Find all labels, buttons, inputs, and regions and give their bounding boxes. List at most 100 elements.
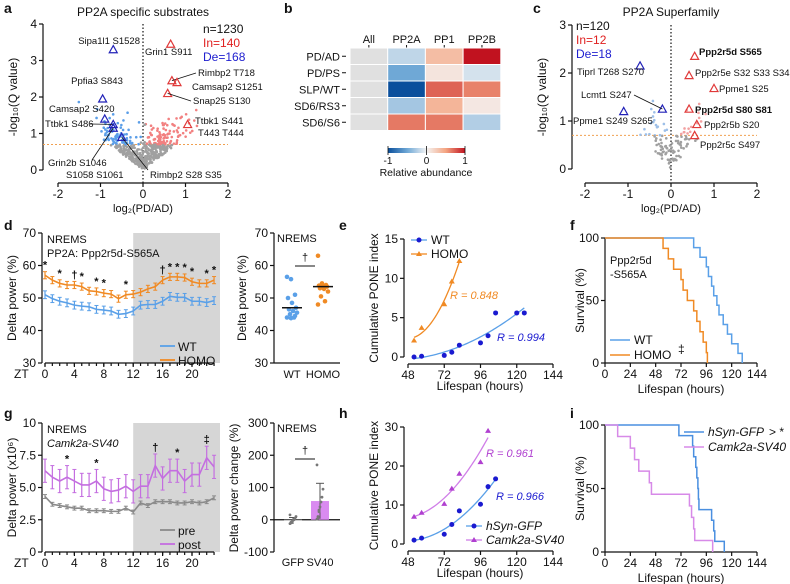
labeled-point-marker — [689, 130, 700, 140]
significance-mark: * — [80, 271, 85, 283]
data-point — [122, 144, 125, 148]
data-point — [679, 140, 683, 144]
data-point — [146, 157, 150, 160]
y-axis-label: Delta power (x10⁶) — [5, 438, 19, 538]
column-label: PP1 — [434, 34, 455, 46]
colorbar-tick-label: 1 — [462, 156, 468, 167]
heatmap-cell — [424, 64, 464, 82]
data-point — [147, 148, 151, 152]
point-label: Grin2b S1046 — [48, 158, 107, 169]
data-point — [315, 463, 319, 467]
data-point — [666, 158, 670, 161]
fit-curve-Camk2a-SV40 — [413, 437, 489, 518]
data-point — [168, 142, 172, 145]
data-point — [670, 146, 673, 149]
data-point — [669, 149, 673, 152]
data-point — [418, 324, 425, 330]
heatmap-cell — [462, 80, 502, 98]
point-label: Sipa1l1 S1528 — [78, 36, 140, 47]
data-point — [679, 143, 683, 147]
data-point — [664, 137, 668, 140]
x-tick-label: 48 — [649, 367, 663, 381]
data-point — [156, 129, 159, 132]
point-label: Camsap2 S420 — [49, 104, 114, 115]
y-tick-label: 0 — [559, 162, 566, 176]
y-tick-label: 50 — [23, 291, 37, 305]
x-tick-label: 144 — [543, 555, 563, 569]
data-point — [441, 301, 448, 307]
survival-curve-WT — [605, 237, 743, 363]
data-point — [100, 130, 103, 133]
data-point — [315, 302, 321, 307]
data-point — [165, 123, 169, 127]
data-point — [153, 137, 157, 141]
data-point — [127, 128, 130, 132]
y-tick-label: 0 — [261, 513, 268, 527]
data-point — [162, 127, 165, 130]
legend-label: WT — [178, 340, 197, 354]
labeled-point-marker — [708, 83, 720, 93]
x-axis-label: log₂(PD/AD) — [113, 203, 173, 215]
data-point — [115, 146, 118, 150]
row-label: SD6/S6 — [302, 117, 340, 129]
data-point — [140, 148, 143, 151]
x-tick-label: -2 — [580, 187, 591, 201]
labeled-point-marker — [116, 131, 127, 141]
y-tick-label: 3 — [30, 54, 37, 68]
panel-label: f — [570, 217, 575, 233]
data-point — [77, 100, 81, 104]
data-point — [673, 150, 676, 154]
x-axis-label: Lifespan (hours) — [437, 379, 524, 393]
fit-curve-WT — [413, 307, 525, 360]
data-point — [153, 143, 157, 146]
data-point — [659, 138, 662, 142]
data-point — [152, 158, 155, 161]
data-point — [675, 154, 678, 158]
fit-curve-hSyn-GFP — [413, 478, 497, 541]
data-point — [143, 140, 146, 144]
data-point — [134, 157, 138, 160]
data-point — [164, 147, 168, 151]
data-point — [441, 500, 448, 506]
significance-mark: * — [175, 447, 180, 459]
data-point — [697, 111, 700, 115]
data-point — [126, 111, 129, 115]
data-point — [662, 122, 666, 126]
data-point — [319, 500, 323, 504]
labeled-point-marker — [99, 113, 110, 123]
annotation: PP2A: Ppp2r5d-S565A — [47, 248, 160, 260]
x-tick-label: 72 — [674, 556, 688, 570]
survival-curve-Camk2a-SV40 — [605, 424, 714, 552]
x-tick-label: 12 — [127, 556, 141, 570]
y-tick-label: 7.5 — [19, 448, 36, 462]
y-tick-label: 50 — [586, 482, 600, 496]
data-point — [143, 123, 147, 127]
data-point — [478, 340, 483, 346]
data-point — [175, 129, 179, 132]
data-point — [320, 495, 324, 499]
data-point — [151, 156, 154, 159]
point-label: Ppp2r5b S20 — [704, 120, 759, 131]
category-label: SV40 — [307, 557, 334, 569]
chart-title: PP2A Superfamily — [623, 5, 720, 19]
count-decreased: De=168 — [203, 50, 246, 64]
y-tick-label: 0 — [30, 163, 37, 177]
data-point — [322, 298, 328, 304]
significance-mark: * — [94, 276, 99, 288]
y-axis-label: -log₁₀(Q value) — [6, 58, 20, 136]
data-point — [677, 149, 680, 153]
heatmap-cell — [462, 64, 502, 82]
labeled-point-marker — [618, 106, 629, 116]
significance-mark: * — [94, 457, 99, 469]
data-point — [195, 124, 199, 128]
data-point — [653, 110, 656, 114]
data-point — [125, 139, 129, 142]
x-tick-label: 144 — [747, 556, 767, 570]
x-tick-label: 24 — [624, 367, 638, 381]
data-point — [653, 135, 656, 138]
data-point — [411, 537, 417, 543]
data-point — [108, 116, 111, 120]
significance-mark: * — [65, 454, 70, 466]
data-point — [124, 148, 127, 152]
